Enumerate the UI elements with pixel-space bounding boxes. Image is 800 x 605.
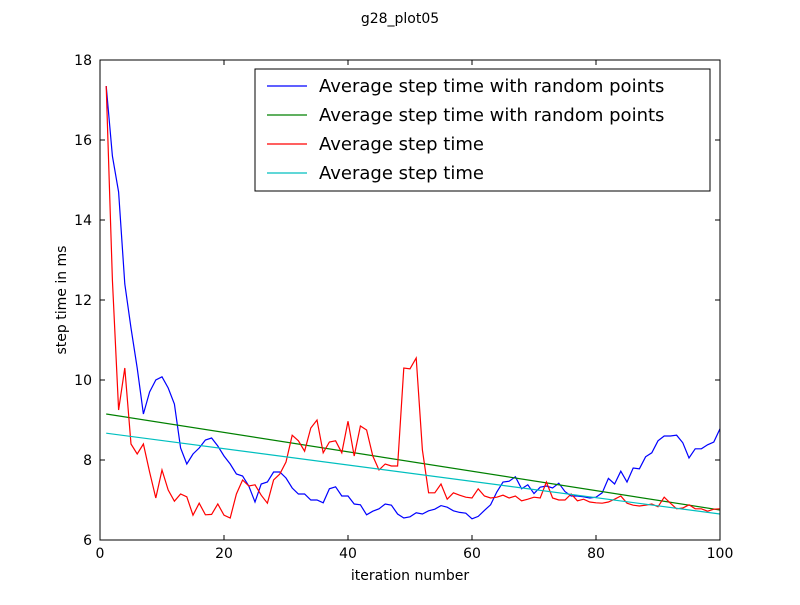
x-tick-label: 20 bbox=[215, 546, 233, 562]
y-tick-label: 6 bbox=[83, 533, 92, 549]
y-tick-label: 18 bbox=[74, 53, 92, 69]
legend-label-2: Average step time with random points bbox=[319, 105, 664, 126]
x-tick-label: 40 bbox=[339, 546, 357, 562]
series-line-4 bbox=[106, 432, 721, 515]
y-axis-label: step time in ms bbox=[54, 246, 70, 355]
legend: Average step time with random points Aver… bbox=[254, 68, 711, 192]
x-tick-label: 60 bbox=[463, 546, 481, 562]
y-tick-label: 14 bbox=[74, 213, 92, 229]
x-tick-label: 80 bbox=[587, 546, 605, 562]
series-line-1 bbox=[105, 85, 721, 520]
y-tick-label: 16 bbox=[74, 133, 92, 149]
legend-label-4: Average step time bbox=[319, 163, 484, 184]
chart-title: g28_plot05 bbox=[361, 11, 439, 27]
y-tick-label: 10 bbox=[74, 373, 92, 389]
legend-label-3: Average step time bbox=[319, 134, 484, 155]
series-line-2 bbox=[106, 413, 721, 511]
legend-box bbox=[254, 68, 711, 192]
ticks-layer: 0 20 40 60 80 100 6 8 10 12 14 16 18 bbox=[74, 53, 733, 562]
y-tick-label: 8 bbox=[83, 453, 92, 469]
series-layer bbox=[105, 85, 721, 520]
x-tick-label: 100 bbox=[707, 546, 734, 562]
x-tick-label: 0 bbox=[96, 546, 105, 562]
series-line-3 bbox=[105, 85, 721, 519]
x-axis-label: iteration number bbox=[351, 568, 469, 584]
legend-label-1: Average step time with random points bbox=[319, 76, 664, 97]
y-tick-label: 12 bbox=[74, 293, 92, 309]
